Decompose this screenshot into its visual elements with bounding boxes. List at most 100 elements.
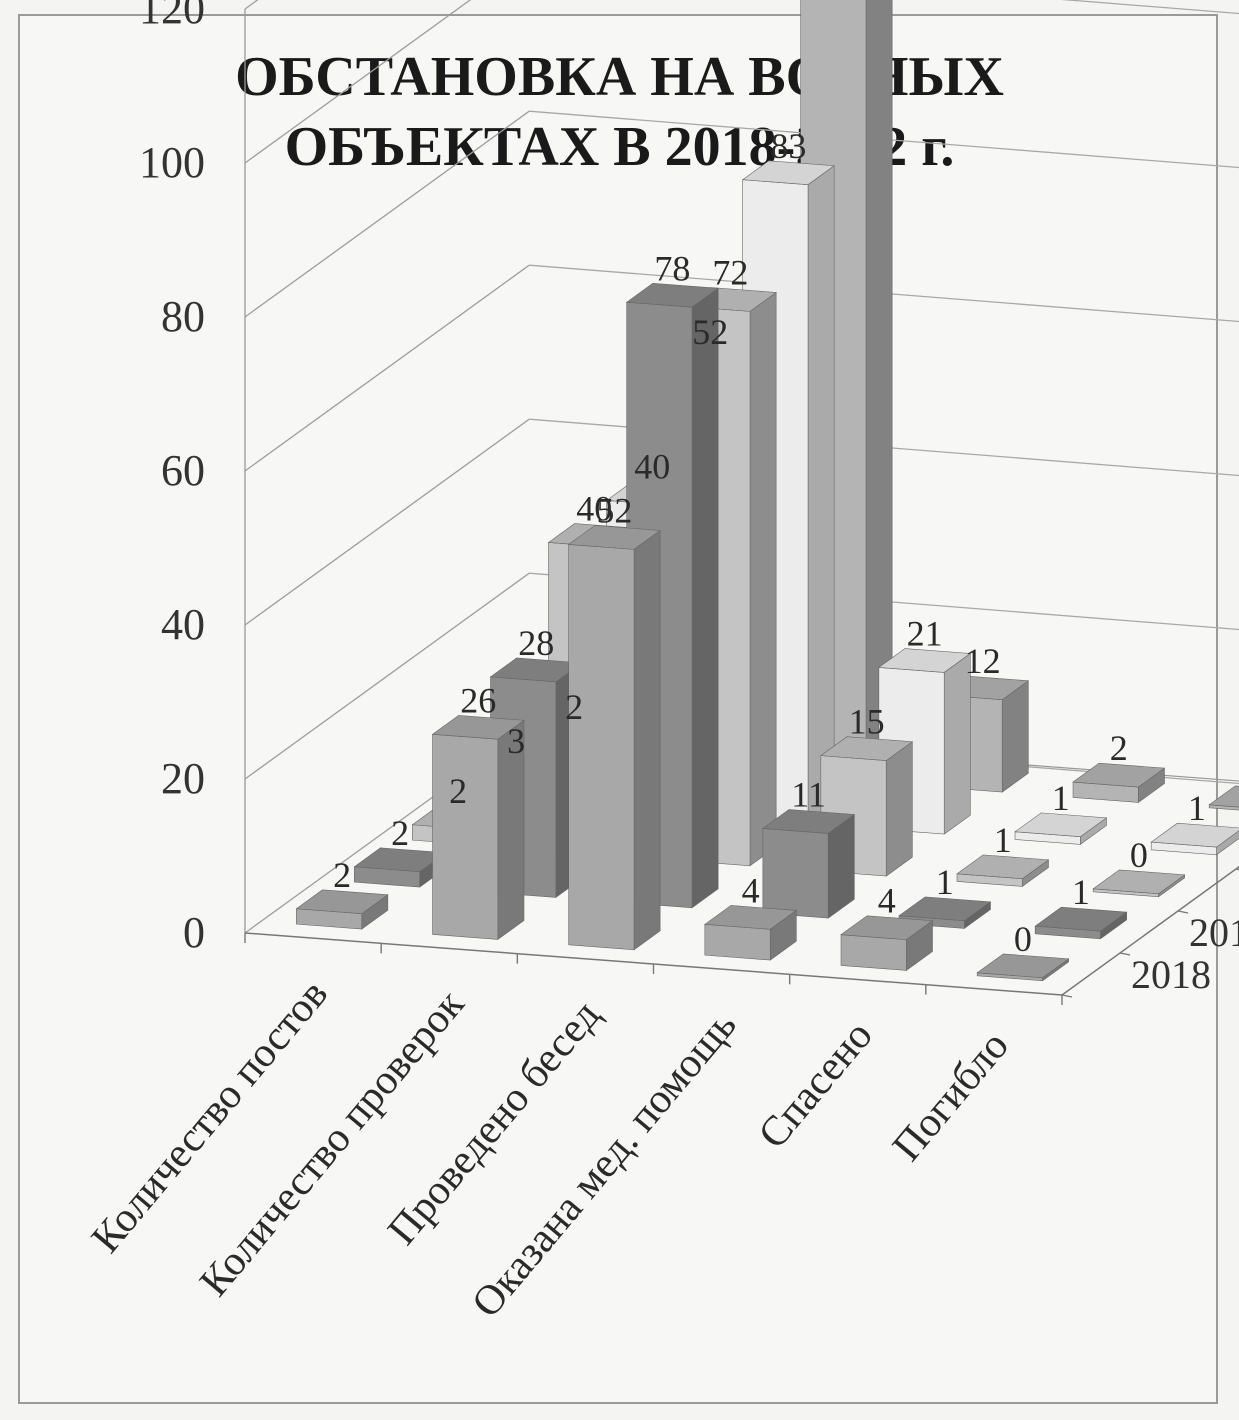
data-label-2018-4: 4 (742, 870, 760, 910)
bar-side (1001, 680, 1029, 793)
data-label-2020-4: 15 (849, 702, 885, 742)
bar-2019-4 (762, 809, 856, 919)
side-gridline (244, 418, 530, 626)
data-label-2022-2: 52 (692, 312, 728, 352)
category-label-2: Количество проверок (191, 981, 473, 1305)
y-tick-label: 80 (161, 292, 205, 341)
category-label-4: Оказана мед. помощь (463, 1002, 745, 1326)
data-label-2018-2: 26 (460, 680, 496, 720)
data-label-2020-2: 40 (576, 489, 612, 529)
bar-side (633, 529, 661, 951)
bar-top (820, 736, 914, 761)
y-axis-labels: 0 20 40 60 80 100 120 (139, 0, 205, 957)
bar-2018-4 (704, 905, 798, 961)
bar-side (885, 741, 913, 877)
data-label-2018-5: 4 (878, 881, 896, 921)
data-label-2021-5: 1 (1052, 778, 1070, 818)
data-label-2021-3: 83 (770, 126, 806, 166)
series-label-2018: 2018 (1131, 952, 1211, 997)
series-label-2019: 2019 (1189, 910, 1239, 955)
bar-side (749, 291, 777, 867)
bar-top (1072, 762, 1166, 788)
side-gridline (244, 264, 530, 472)
bar-2021-6 (1150, 822, 1239, 856)
bar-2018-1 (295, 889, 389, 930)
bar-side (691, 287, 719, 909)
bar-2018-3 (567, 525, 661, 951)
bar-2020-5 (956, 854, 1050, 888)
data-label-2019-5: 1 (936, 862, 954, 902)
side-gridline (244, 572, 530, 780)
bar-top (1208, 785, 1239, 808)
bar-top (898, 896, 992, 922)
depth-tick (1061, 994, 1073, 998)
data-label-2019-1: 2 (391, 813, 409, 853)
bars (295, 0, 1239, 982)
series-labels: 20182019202020212022 (1131, 910, 1239, 997)
bar-2019-1 (353, 847, 447, 888)
y-tick-label: 40 (161, 600, 205, 649)
side-gridline (244, 0, 472, 164)
bar-top (840, 915, 934, 940)
bar-top (704, 905, 798, 930)
data-label-2020-1: 2 (449, 771, 467, 811)
data-label-2021-1: 3 (507, 721, 525, 761)
data-label-2019-3: 78 (654, 248, 690, 288)
bar-2018-2 (431, 715, 525, 941)
bar-2018-5 (840, 915, 934, 972)
data-label-2018-3: 52 (596, 490, 632, 530)
data-label-2021-6: 1 (1188, 788, 1206, 828)
bar-top (1014, 812, 1108, 838)
side-gridline (244, 0, 259, 10)
y-tick-label: 120 (139, 0, 205, 33)
depth-axis-line (1061, 865, 1239, 996)
bar-top (625, 282, 719, 308)
y-tick-label: 60 (161, 446, 205, 495)
data-label-2020-5: 1 (994, 820, 1012, 860)
back-gridline (529, 264, 1239, 323)
category-label-6: Погибло (884, 1023, 1018, 1170)
data-label-2021-2: 40 (634, 447, 670, 487)
back-gridline (1060, 0, 1239, 15)
depth-tick (1235, 868, 1239, 871)
bar-2022-5 (1072, 762, 1166, 804)
data-labels: 0212118522112183403011572402111178282044… (333, 126, 1206, 959)
bar-top (1150, 822, 1239, 848)
bar-2018-6 (976, 953, 1070, 982)
data-label-2019-4: 11 (791, 774, 826, 814)
depth-tick (1119, 952, 1131, 956)
bar-front (1208, 804, 1239, 811)
bar-top (295, 889, 389, 915)
y-tick-label: 100 (139, 138, 205, 187)
bar-front (704, 924, 771, 961)
data-label-2022-4: 12 (965, 641, 1001, 681)
bar-top (1034, 906, 1128, 932)
data-label-2021-4: 21 (907, 613, 943, 653)
side-gridline (244, 110, 530, 318)
bar-2019-6 (1034, 906, 1128, 940)
back-gridline (529, 110, 1239, 169)
bar-top (956, 854, 1050, 880)
data-label-2022-5: 2 (1110, 728, 1128, 768)
data-label-2018-6: 0 (1014, 919, 1032, 959)
bar-top (976, 953, 1070, 979)
data-label-2020-6: 0 (1130, 835, 1148, 875)
bar-2020-6 (1092, 869, 1186, 898)
bar-front (840, 934, 907, 971)
bar-front (432, 733, 499, 940)
data-label-2018-1: 2 (333, 855, 351, 895)
bar-top (762, 809, 856, 834)
bar-side (807, 165, 835, 825)
bar-top (1092, 869, 1186, 895)
bar-top (431, 715, 525, 740)
bar-front (762, 828, 829, 919)
depth-tick (1177, 910, 1189, 914)
data-label-2019-6: 1 (1072, 872, 1090, 912)
bar-top (878, 648, 972, 673)
bar-2019-5 (898, 896, 992, 930)
bar-2021-5 (1014, 812, 1108, 846)
data-label-2020-3: 72 (712, 252, 748, 292)
bar-2022-6 (1208, 785, 1239, 811)
